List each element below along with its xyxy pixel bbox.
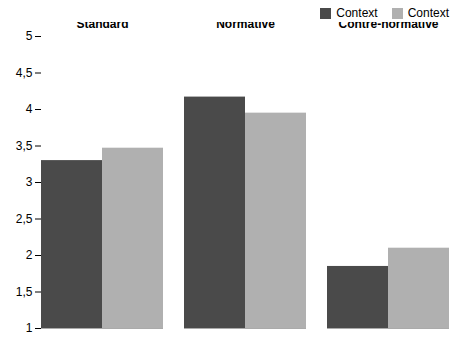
html-text:Context: Context — [336, 6, 378, 20]
svg-text:3: 3 — [26, 175, 33, 189]
svg-text:2: 2 — [26, 248, 33, 262]
svg-text:4,5: 4,5 — [16, 66, 33, 80]
svg-text:5: 5 — [26, 29, 33, 43]
html-text:Context: Context — [407, 6, 449, 20]
svg-text:Contre-normative: Contre-normative — [338, 22, 438, 31]
svg-text:4: 4 — [26, 102, 33, 116]
svg-text:Normative: Normative — [216, 22, 275, 31]
svg-text:1: 1 — [26, 321, 33, 335]
svg-text:Standard: Standard — [76, 22, 128, 31]
svg-text:1,5: 1,5 — [16, 285, 33, 299]
svg-text:2,5: 2,5 — [16, 212, 33, 226]
svg-text:3,5: 3,5 — [16, 139, 33, 153]
